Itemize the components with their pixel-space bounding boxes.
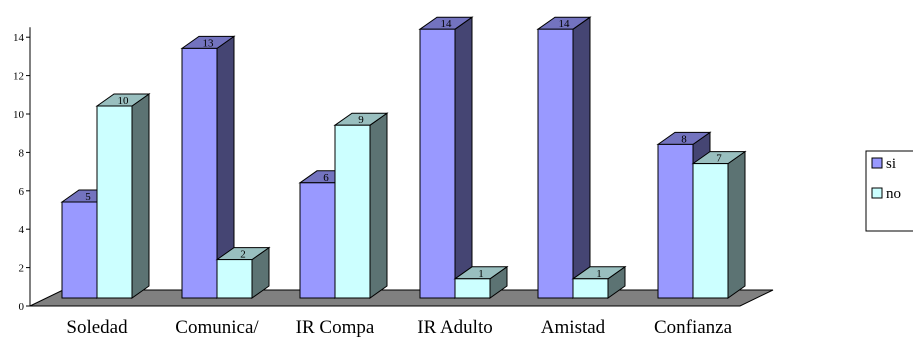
legend: si no: [865, 150, 913, 232]
data-labels: 5 10 13 2 6 9 14 1 14 1 8 7: [85, 18, 722, 280]
legend-swatch-si: [871, 157, 883, 169]
data-label: 7: [716, 153, 722, 165]
data-label: 8: [681, 133, 687, 145]
data-label: 9: [358, 114, 364, 126]
data-label: 1: [478, 268, 484, 280]
y-tick-label: 8: [19, 147, 25, 159]
data-label: 2: [240, 249, 246, 261]
data-label: 5: [85, 191, 91, 203]
bar-side: [369, 112, 388, 299]
category-label: Soledad: [66, 317, 128, 338]
bar-side: [727, 150, 746, 299]
y-tick-label: 6: [19, 186, 25, 198]
bars: [60, 16, 747, 299]
bar-si: [419, 28, 456, 299]
bar-si: [537, 28, 574, 299]
legend-swatch-no: [871, 187, 883, 199]
y-tick-label: 2: [19, 263, 25, 275]
y-tick-label: 4: [19, 224, 25, 236]
y-tick-label: 12: [13, 71, 24, 83]
data-label: 14: [559, 18, 571, 30]
bar-no: [572, 278, 609, 299]
category-label: IR Adulto: [417, 317, 492, 338]
data-label: 10: [118, 95, 130, 107]
bar-no: [334, 124, 371, 299]
bar-no: [96, 105, 133, 299]
category-label: IR Compa: [296, 317, 375, 338]
y-axis: 0 2 4 6 8 10 12 14: [13, 27, 31, 313]
bar-si: [61, 201, 98, 299]
bar-si: [299, 182, 336, 299]
category-label: Confianza: [654, 317, 733, 338]
bar-no: [454, 278, 491, 299]
y-tick-label: 14: [13, 32, 25, 44]
legend-label-no: no: [886, 186, 901, 202]
bar-si: [657, 143, 694, 299]
bar-side: [454, 16, 473, 299]
category-labels: Soledad Comunica/IR Compa IR Adulto Amistad…: [66, 317, 732, 338]
data-label: 1: [596, 268, 602, 280]
category-label: Comunica/: [175, 317, 259, 338]
data-label: 14: [441, 18, 453, 30]
data-label: 6: [323, 172, 329, 184]
bar-side: [572, 16, 591, 299]
y-tick-label: 0: [19, 301, 25, 313]
bar-no: [692, 163, 729, 299]
y-tick-label: 10: [13, 109, 25, 121]
legend-label-si: si: [886, 156, 896, 172]
category-label: Amistad: [541, 317, 606, 338]
bar-si: [181, 47, 218, 299]
bar-no: [216, 259, 253, 299]
data-label: 13: [203, 37, 215, 49]
bar-side: [131, 93, 150, 299]
